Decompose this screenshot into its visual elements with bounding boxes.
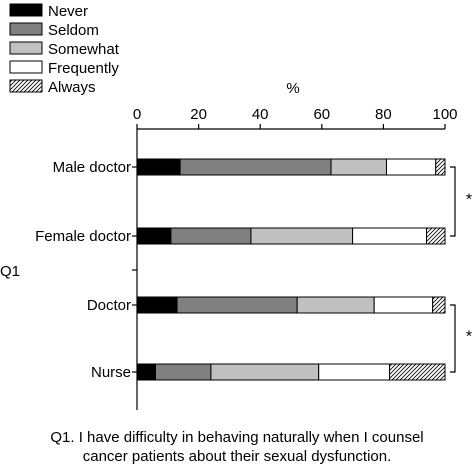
bar-segment-frequently	[373, 296, 434, 314]
legend-label-frequently: Frequently	[48, 60, 119, 77]
legend-swatch-seldom	[9, 22, 43, 36]
x-axis: 0 20 40 60 80 100	[133, 106, 458, 130]
caption-line-2: cancer patients about their sexual dysfu…	[82, 448, 392, 465]
bar-segment-frequently	[352, 227, 428, 245]
bar-segment-somewhat	[250, 227, 354, 245]
legend-label-always: Always	[48, 79, 96, 96]
legend-swatch-frequently	[9, 60, 43, 74]
legend-label-seldom: Seldom	[48, 22, 99, 39]
significance-star: *	[466, 192, 472, 209]
legend-swatch-always	[9, 79, 43, 93]
x-tick-label: 60	[313, 106, 330, 123]
legend-label-somewhat: Somewhat	[48, 41, 120, 58]
legend-swatch-never	[9, 3, 43, 17]
x-tick-label: 80	[375, 106, 392, 123]
category-label: Female doctor	[35, 228, 131, 245]
caption-line-1: Q1. I have difficulty in behaving natura…	[50, 429, 424, 446]
legend-label-never: Never	[48, 3, 88, 20]
bar-segment-never	[136, 296, 178, 314]
x-tick-label: 0	[133, 106, 141, 123]
bar-segment-somewhat	[330, 158, 387, 176]
category-label: Male doctor	[53, 159, 131, 176]
x-tick-label: 20	[190, 106, 207, 123]
bar-segment-never	[136, 363, 156, 381]
significance-star: *	[466, 329, 472, 346]
significance-bracket	[450, 304, 456, 373]
bar-segment-never	[136, 227, 172, 245]
significance-brackets: **	[450, 166, 472, 373]
percent-axis-label: %	[286, 80, 299, 97]
bar-segment-somewhat	[210, 363, 320, 381]
bar-segment-never	[136, 158, 181, 176]
category-label: Doctor	[87, 297, 131, 314]
bar-segment-always	[389, 363, 446, 381]
bar-segment-seldom	[176, 296, 298, 314]
x-tick-label: 100	[432, 106, 457, 123]
bar-segment-frequently	[318, 363, 391, 381]
legend: Never Seldom Somewhat Frequently Always	[9, 3, 120, 96]
bar-segment-seldom	[154, 363, 212, 381]
category-label: Nurse	[91, 364, 131, 381]
bar-segment-always	[435, 158, 446, 176]
bars	[136, 158, 446, 381]
y-axis: Q1 Male doctor Female doctor Doctor Nurse	[0, 129, 138, 410]
stacked-bar-chart: Never Seldom Somewhat Frequently Always % 0 2…	[0, 3, 472, 410]
bar-segment-always	[426, 227, 446, 245]
bar-segment-somewhat	[296, 296, 375, 314]
group-label: Q1	[0, 263, 20, 280]
legend-swatch-somewhat	[9, 41, 43, 55]
x-tick-label: 40	[252, 106, 269, 123]
significance-bracket	[450, 166, 456, 237]
bar-segment-always	[432, 296, 446, 314]
bar-segment-frequently	[385, 158, 437, 176]
bar-segment-seldom	[179, 158, 332, 176]
bar-segment-seldom	[170, 227, 252, 245]
